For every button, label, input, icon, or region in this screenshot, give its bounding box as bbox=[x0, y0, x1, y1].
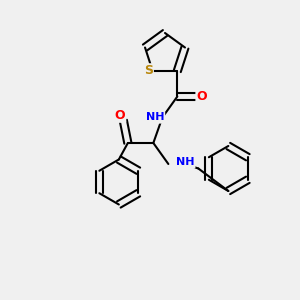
Text: O: O bbox=[196, 90, 207, 103]
Text: NH: NH bbox=[146, 112, 164, 122]
Text: NH: NH bbox=[176, 158, 194, 167]
Text: S: S bbox=[144, 64, 153, 77]
Text: O: O bbox=[114, 109, 125, 122]
